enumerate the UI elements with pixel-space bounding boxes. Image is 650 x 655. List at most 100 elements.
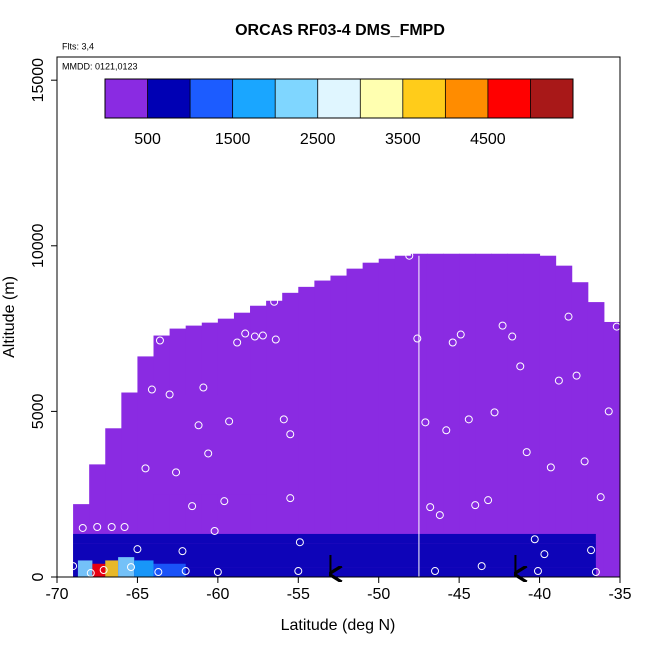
y-tick-label: 5000 [30, 393, 47, 429]
flight-point [413, 334, 422, 343]
colorbar-segment [275, 79, 318, 118]
flight-point [107, 522, 116, 531]
flight-point [155, 336, 164, 345]
flight-point [471, 501, 480, 510]
colorbar-tick-label: 3500 [385, 131, 421, 148]
colorbar-segment [190, 79, 233, 118]
flight-point [250, 332, 259, 341]
field-column [475, 253, 492, 577]
colorbar-segment [487, 79, 531, 118]
x-tick-label: -70 [45, 586, 68, 603]
field-column [426, 253, 444, 577]
colorbar-segment [445, 79, 488, 118]
y-axis-label: Altitude (m) [1, 276, 18, 358]
field-column [539, 255, 557, 577]
flight-point [199, 383, 208, 392]
flight-point [188, 502, 197, 511]
field-column [378, 258, 396, 577]
flight-point [133, 545, 142, 554]
flight-point [448, 338, 457, 347]
colorbar-frame [104, 78, 574, 119]
field-column [121, 392, 138, 577]
field-column [362, 262, 380, 577]
flight-point [572, 371, 581, 380]
flight-point [431, 567, 440, 576]
field-column [459, 253, 476, 577]
flight-point [279, 415, 288, 424]
flight-point [69, 562, 78, 571]
flight-point [530, 535, 539, 544]
flight-point [580, 457, 589, 466]
x-tick-label: -35 [608, 586, 631, 603]
y-tick-label: 15000 [30, 58, 47, 103]
flight-point [286, 430, 295, 439]
flight-point [194, 421, 203, 430]
colorbar-segment [360, 79, 403, 118]
x-tick-label: -65 [126, 586, 149, 603]
field-cell [153, 563, 186, 577]
flight-point [204, 449, 213, 458]
field-column [282, 292, 299, 577]
flight-point [99, 566, 108, 575]
colorbar-tick-label: 2500 [300, 131, 336, 148]
field-cell [134, 560, 154, 577]
flight-point [516, 362, 525, 371]
flight-point [172, 468, 181, 477]
y-tick-label: 0 [30, 572, 47, 581]
flight-point [508, 332, 517, 341]
flight-point [587, 546, 596, 555]
field-column [443, 253, 460, 577]
flight-point [154, 568, 163, 577]
flight-point [484, 496, 493, 505]
colorbar-tick-label: 500 [134, 131, 161, 148]
flight-point [225, 417, 234, 426]
field-column [523, 253, 541, 577]
colorbar-segment [232, 79, 276, 118]
flight-point [477, 562, 486, 571]
field-column [587, 302, 605, 577]
flight-point [498, 321, 507, 330]
field-column [555, 265, 573, 577]
field-column [298, 286, 315, 577]
colorbar-segment [147, 79, 191, 118]
flight-point [213, 568, 222, 577]
flight-point [591, 568, 600, 577]
y-tick-label: 10000 [30, 223, 47, 268]
colorbar-tick-label: 1500 [215, 131, 251, 148]
colorbar-segment [317, 79, 361, 118]
flight-point [270, 297, 279, 306]
field-cell [77, 560, 93, 577]
x-tick-label: -45 [448, 586, 471, 603]
field-cell [73, 533, 596, 544]
field-column [507, 253, 524, 577]
note: MMDD: 0121,0123 [62, 61, 138, 71]
flight-point [78, 523, 87, 532]
flight-point [181, 567, 190, 576]
field-column [314, 280, 331, 577]
colorbar-segment [530, 79, 573, 118]
flight-point [295, 538, 304, 547]
x-axis-label: Latitude (deg N) [281, 617, 396, 634]
flight-point [294, 567, 303, 576]
plot-frame [56, 56, 621, 578]
flight-point [435, 511, 444, 520]
flight-point [126, 563, 135, 572]
flight-point [120, 522, 129, 531]
flight-point [405, 251, 414, 260]
flight-point [546, 463, 555, 472]
x-tick-label: -50 [367, 586, 390, 603]
field-cell [118, 557, 135, 577]
flight-point [490, 408, 499, 417]
field-cell [105, 560, 119, 577]
flight-point [141, 464, 150, 473]
x-tick-label: -60 [206, 586, 229, 603]
chart-title: ORCAS RF03-4 DMS_FMPD [235, 22, 445, 39]
field-column [394, 255, 412, 577]
x-tick-label: -55 [287, 586, 310, 603]
flight-point [178, 547, 187, 556]
field-column [491, 253, 508, 577]
flight-point [554, 376, 563, 385]
note: Flts: 3,4 [62, 41, 94, 51]
flight-point [522, 448, 531, 457]
flight-point [286, 494, 295, 503]
